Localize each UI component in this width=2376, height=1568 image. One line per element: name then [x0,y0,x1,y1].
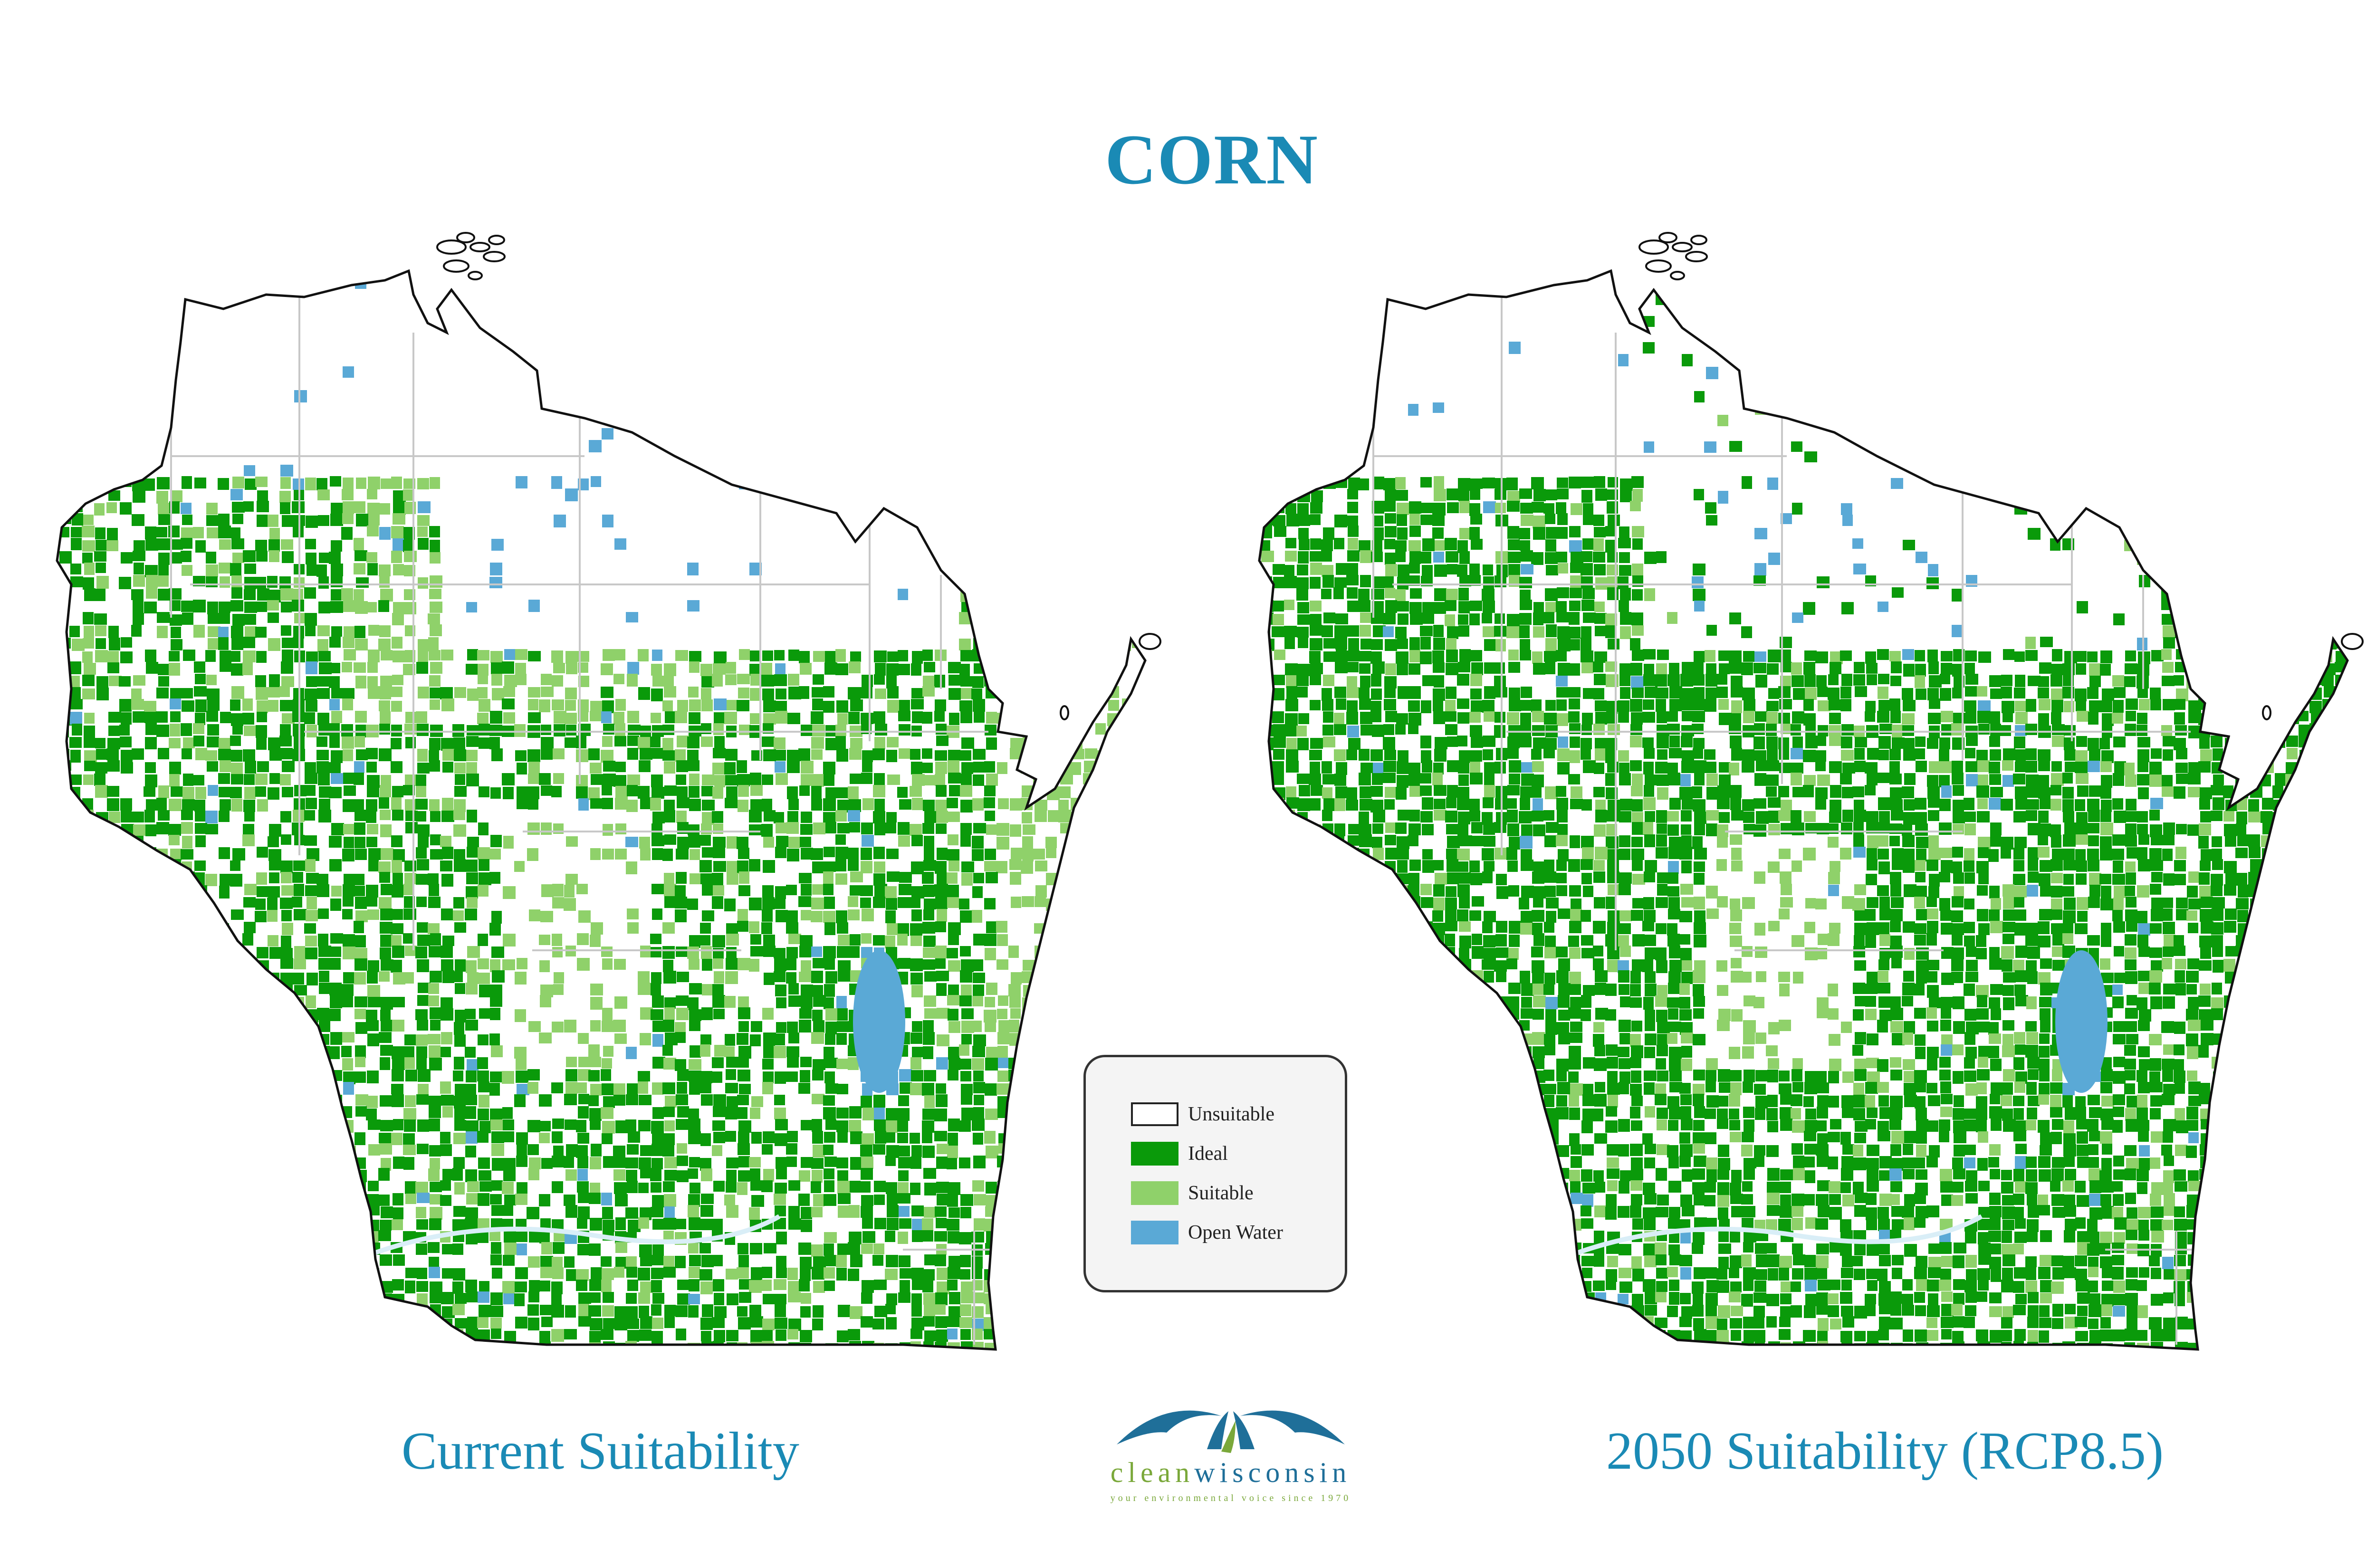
legend-swatch-suitable [1131,1181,1178,1205]
caption-2050: 2050 Suitability (RCP8.5) [1606,1422,2164,1481]
legend-swatch-open-water [1131,1221,1178,1244]
logo-wings-icon [1117,1410,1345,1453]
legend-swatch-ideal [1131,1142,1178,1166]
legend-item-unsuitable: Unsuitable [1131,1102,1274,1126]
current-suitability-map [57,232,1161,1368]
legend: Unsuitable Ideal Suitable Open Water [1083,1055,1347,1292]
legend-item-ideal: Ideal [1131,1142,1228,1166]
logo-tagline: your environmental voice since 1970 [1110,1493,1351,1503]
map-title: CORN [1105,120,1319,199]
clean-wisconsin-logo: cleanwisconsin your environmental voice … [1064,1392,1397,1516]
caption-current: Current Suitability [402,1422,799,1481]
legend-item-open-water: Open Water [1131,1221,1283,1244]
legend-swatch-unsuitable [1131,1102,1178,1126]
legend-item-suitable: Suitable [1131,1181,1254,1205]
logo-wordmark: cleanwisconsin [1110,1457,1351,1488]
future-suitability-map [1259,232,2364,1368]
